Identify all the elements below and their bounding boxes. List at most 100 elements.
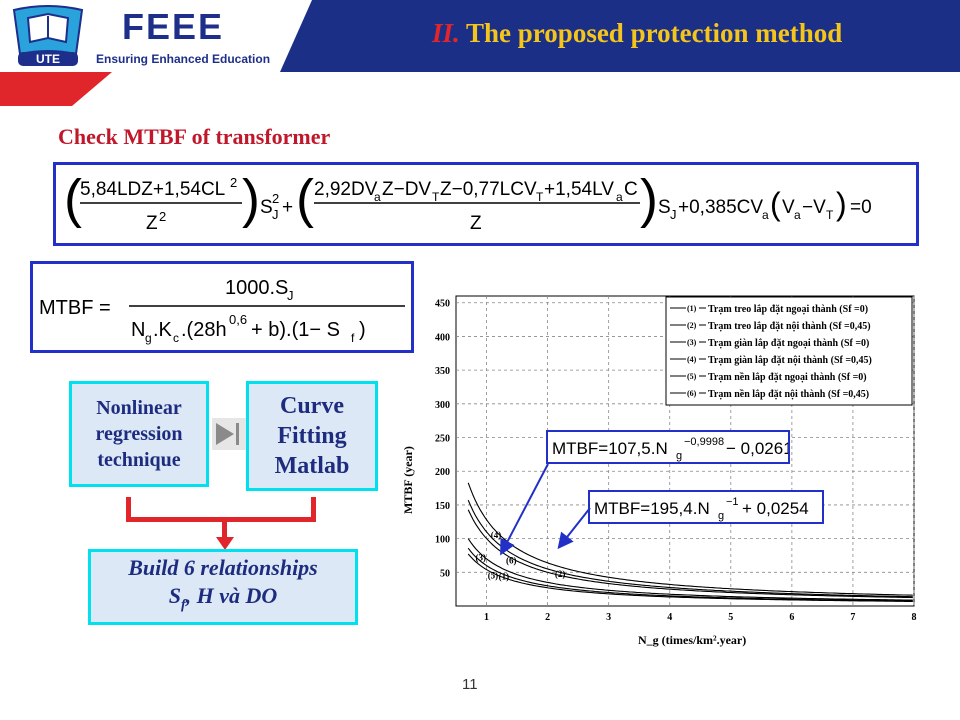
series-line [467,499,913,598]
chart-curves [467,482,913,602]
x-tick-label: 4 [667,612,672,623]
svg-text:g: g [676,450,682,462]
svg-text:g: g [718,510,724,522]
build-relationships-box: Build 6 relationships Sf, H và DO [88,549,358,625]
y-tick-label: 350 [435,366,450,377]
svg-text:g: g [145,331,152,345]
svg-text:N: N [131,319,145,341]
svg-text:2: 2 [272,191,279,206]
svg-text:−0,9998: −0,9998 [684,436,724,448]
svg-text:Z−DV: Z−DV [382,179,431,200]
nonlinear-line1: Nonlinear [96,397,182,419]
svg-text:0,6: 0,6 [229,312,247,327]
svg-text:): ) [359,319,366,341]
svg-text:Z: Z [470,213,482,234]
series-line [467,509,913,599]
svg-text:=0: =0 [850,197,872,218]
legend-label: Trạm giàn lắp đặt ngoại thành (Sf =0) [708,338,869,349]
build-line1: Build 6 relationships [128,555,318,581]
svg-text:f: f [351,331,355,345]
brand-tagline: Ensuring Enhanced Education [96,52,271,66]
arrow-down-icon [214,519,236,551]
x-tick-label: 1 [484,612,489,623]
curve-line2: Fitting [277,423,347,449]
svg-text:V: V [782,197,795,218]
svg-text:C: C [624,179,638,200]
svg-text:+0,385CV: +0,385CV [678,197,763,218]
svg-text:1000.S: 1000.S [225,277,288,299]
curve-marker: (3) [475,552,486,562]
svg-text:S: S [658,197,671,218]
sj-equation-box: ( 5,84LDZ+1,54CL 2 Z 2 ) S 2 J + ( 2,92D… [53,162,919,246]
svg-text:(: ( [64,169,82,229]
legend-marker: (1) [687,304,697,313]
svg-text:T: T [536,190,544,204]
legend-marker: (3) [687,338,697,347]
nonlinear-line2: regression [95,423,183,445]
ute-logo: UTE [8,4,88,70]
svg-text:c: c [173,331,179,345]
svg-text:a: a [762,208,769,222]
svg-text:a: a [374,190,381,204]
svg-text:.K: .K [153,319,173,341]
svg-text:J: J [272,207,279,222]
x-tick-label: 2 [545,612,550,623]
connector-horizontal [126,517,316,522]
curve-marker: (4) [491,530,502,540]
curve-line1: Curve [280,393,344,419]
svg-text:Z−0,77LCV: Z−0,77LCV [440,179,537,200]
svg-text:J: J [670,207,677,222]
svg-text:T: T [826,208,834,222]
y-tick-labels: 50 100 150 200 250 300 350 400 450 [435,299,450,580]
legend-label: Trạm nền lắp đặt nội thành (Sf =0,45) [708,389,869,400]
chart-legend: (1) Trạm treo lắp đặt ngoại thành (Sf =0)… [665,296,913,406]
subtitle: Check MTBF of transformer [58,124,331,149]
svg-text:a: a [794,208,801,222]
sj-equation: ( 5,84LDZ+1,54CL 2 Z 2 ) S 2 J + ( 2,92D… [64,169,872,234]
legend-marker: (2) [687,321,697,330]
svg-text:MTBF=195,4.N: MTBF=195,4.N [594,499,710,518]
svg-text:−1: −1 [726,496,739,508]
legend-marker: (6) [687,389,697,398]
svg-text:+ 0,0254: + 0,0254 [742,499,809,518]
x-tick-label: 7 [850,612,855,623]
y-tick-label: 150 [435,501,450,512]
svg-text:): ) [242,169,260,229]
connector-right [311,497,316,519]
svg-text:J: J [287,288,294,303]
svg-text:(: ( [770,186,781,222]
legend-label: Trạm giàn lắp đặt nội thành (Sf =0,45) [708,355,872,366]
svg-text:S: S [260,197,273,218]
svg-text:): ) [836,186,847,222]
svg-text:+1,54LV: +1,54LV [544,179,614,200]
svg-text:2: 2 [159,209,166,224]
curve-marker: (1) [499,572,510,582]
svg-text:5,84LDZ+1,54CL: 5,84LDZ+1,54CL [80,179,225,200]
legend-label: Trạm treo lắp đặt ngoại thành (Sf =0) [708,304,868,315]
svg-text:T: T [432,190,440,204]
svg-text:−V: −V [802,197,826,218]
x-tick-labels: 1 2 3 4 5 6 7 8 [484,612,916,623]
curve-markers: (1) (2) (3) (4) (5) (6) [475,530,565,581]
x-tick-label: 6 [789,612,794,623]
x-axis-label: N_g (times/km².year) [638,633,746,647]
build-line2: Sf, H và DO [168,583,278,613]
legend-label: Trạm nền lắp đặt ngoại thành (Sf =0) [708,372,867,383]
mtbf-equation: MTBF = 1000.S J N g .K c .(28h 0,6 + b).… [39,277,405,345]
svg-text:2: 2 [230,175,237,190]
brand-name: FEEE [122,6,225,47]
fit2-callout: MTBF=195,4.N g −1 + 0,0254 [588,490,824,524]
legend-label: Trạm treo lắp đặt nội thành (Sf =0,45) [708,321,871,332]
section-number: II. [432,18,460,48]
svg-text:(: ( [296,169,314,229]
svg-text:+ b).(1− S: + b).(1− S [251,319,340,341]
y-tick-label: 400 [435,332,450,343]
svg-text:Z: Z [146,213,158,234]
y-tick-label: 450 [435,299,450,310]
series-line [467,482,913,596]
svg-text:.(28h: .(28h [181,319,227,341]
fit1-callout: MTBF=107,5.N g −0,9998 − 0,02619 [546,430,802,464]
y-tick-label: 250 [435,434,450,445]
